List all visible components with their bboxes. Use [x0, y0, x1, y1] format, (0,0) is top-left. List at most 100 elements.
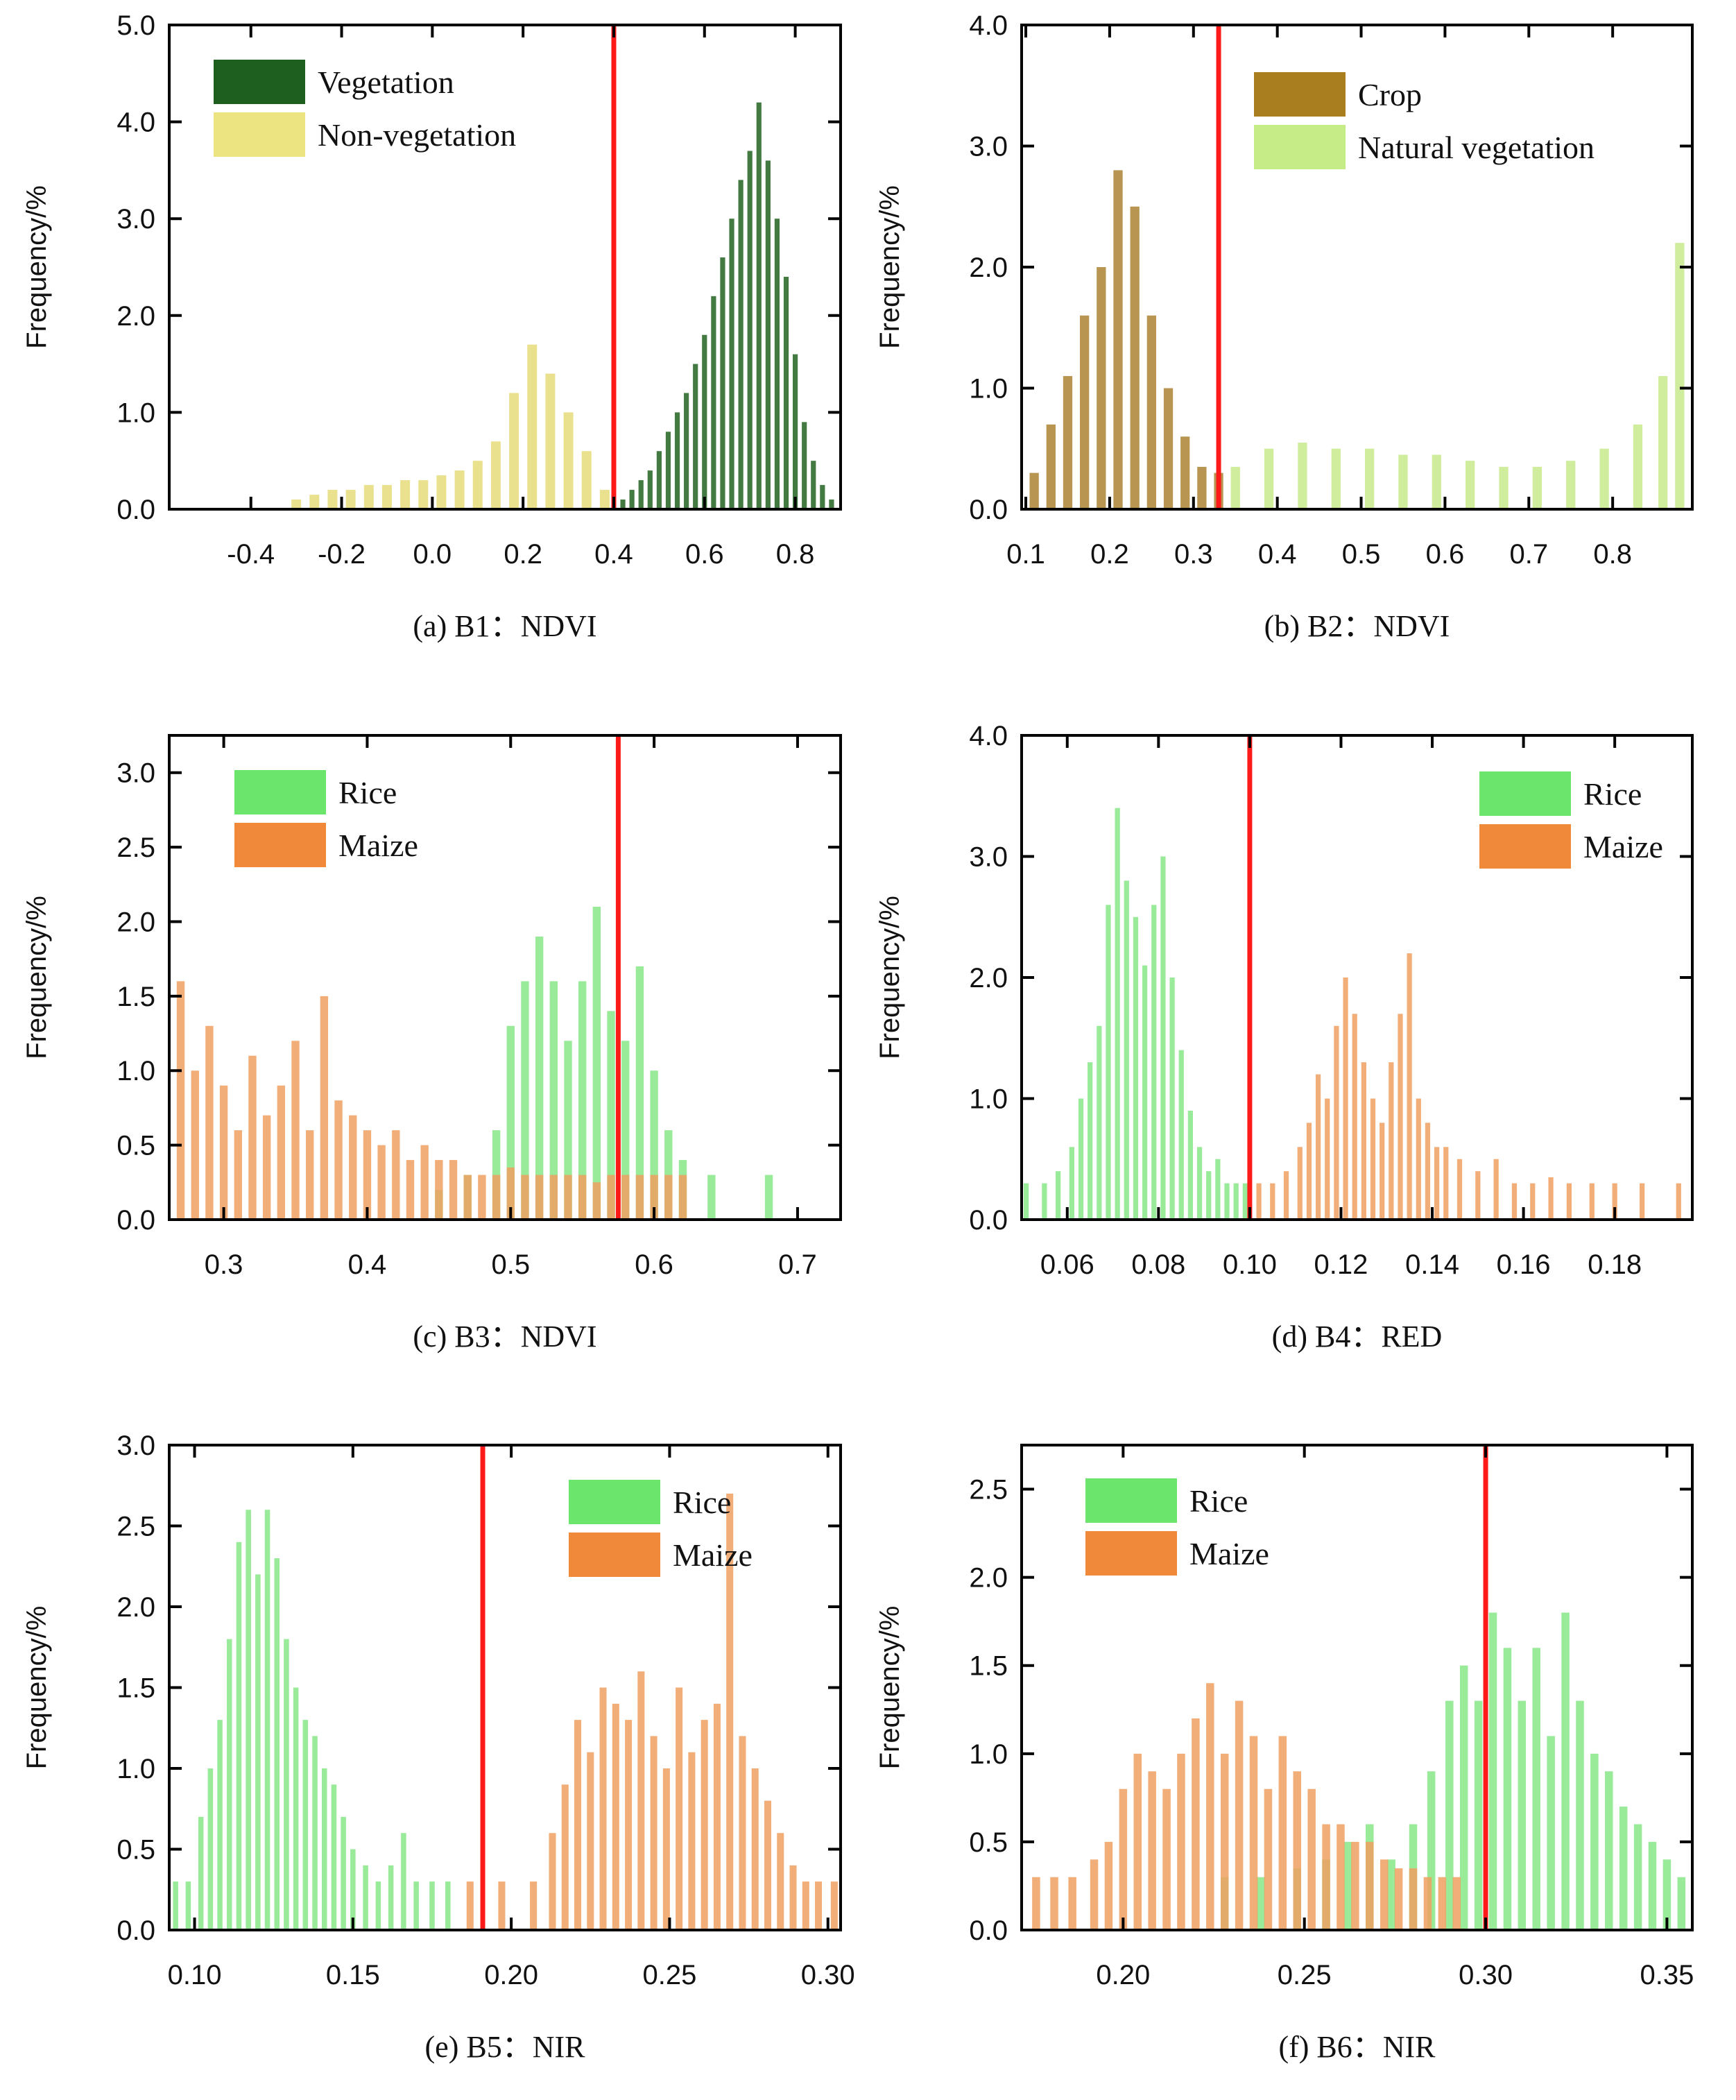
bar-c-2-25 [521, 1175, 529, 1220]
bar-b-2-10 [1532, 466, 1542, 509]
bar-b-1-3 [1063, 376, 1073, 509]
x-tick-label-d-6: 0.16 [1497, 1249, 1551, 1280]
x-tick-label-b-4: 0.4 [1258, 539, 1297, 570]
bar-a-1-12 [720, 257, 725, 509]
bar-f-2-1 [1032, 1877, 1040, 1930]
bar-a-2-18 [599, 490, 610, 509]
y-axis-title-a: Frequency/% [22, 185, 52, 349]
legend-label-e-2: Maize [673, 1537, 753, 1573]
bar-e-1-25 [429, 1881, 435, 1930]
bar-c-2-12 [334, 1100, 343, 1220]
bar-c-2-2 [191, 1070, 199, 1220]
bar-e-1-7 [236, 1542, 242, 1930]
bar-a-1-7 [674, 412, 680, 509]
y-tick-label-d-5: 4.0 [969, 721, 1008, 751]
y-tick-label-b-4: 3.0 [969, 132, 1008, 162]
legend-label-a-1: Vegetation [318, 65, 454, 100]
bar-a-2-12 [490, 441, 501, 509]
x-tick-label-a-7: 0.8 [776, 539, 815, 570]
bar-b-2-1 [1230, 466, 1240, 509]
bar-e-1-6 [226, 1639, 232, 1930]
bar-a-1-19 [783, 276, 789, 509]
bar-e-1-9 [255, 1574, 261, 1930]
bar-d-2-6 [1315, 1074, 1321, 1220]
x-tick-label-b-7: 0.7 [1509, 539, 1548, 570]
bar-e-2-2 [498, 1881, 506, 1930]
bar-f-2-24 [1380, 1859, 1389, 1930]
legend-swatch-d-1 [1479, 771, 1571, 816]
bar-a-2-8 [418, 480, 429, 509]
y-tick-label-a-2: 1.0 [117, 398, 155, 428]
bar-e-1-3 [198, 1816, 204, 1930]
y-axis-e: 0.0 0.5 1.0 1.5 2.0 2.5 3.0 [117, 1431, 841, 1946]
x-tick-label-e-5: 0.30 [801, 1960, 855, 1990]
bar-a-1-5 [656, 451, 662, 509]
bar-d-2-19 [1434, 1147, 1440, 1220]
bar-a-1-16 [756, 102, 762, 509]
bar-e-1-2 [185, 1881, 191, 1930]
y-axis-f: 0.0 0.5 1.0 1.5 2.0 2.5 [969, 1475, 1692, 1946]
y-axis-title-b: Frequency/% [875, 185, 905, 349]
y-tick-label-a-5: 4.0 [117, 108, 155, 138]
bar-b-2-14 [1658, 376, 1668, 509]
bar-e-1-1 [173, 1881, 178, 1930]
caption-f: (f) B6：NIR [1278, 2030, 1436, 2064]
panel-b: 0.1 0.2 0.3 0.4 0.5 0.6 0.7 0.8 0.0 1.0 2.0 3.0 4.0 F… [875, 10, 1694, 643]
legend-b: Crop Natural vegetation [1254, 72, 1595, 169]
y-axis-b: 0.0 1.0 2.0 3.0 4.0 [969, 10, 1692, 525]
bar-f-2-15 [1249, 1736, 1258, 1930]
y-tick-label-a-1: 0.0 [117, 495, 155, 525]
bar-c-2-10 [306, 1130, 314, 1220]
bar-f-2-4 [1090, 1859, 1099, 1930]
bar-d-2-9 [1343, 978, 1348, 1220]
bar-f-2-10 [1177, 1753, 1185, 1930]
bar-e-1-19 [350, 1849, 356, 1930]
bar-b-2-9 [1499, 466, 1509, 509]
y-tick-label-b-2: 1.0 [969, 374, 1008, 404]
y-tick-label-b-1: 0.0 [969, 495, 1008, 525]
bar-f-2-26 [1409, 1868, 1418, 1930]
bar-e-2-4 [549, 1833, 556, 1930]
bar-d-2-10 [1352, 1014, 1357, 1220]
y-tick-label-c-1: 0.0 [117, 1205, 155, 1236]
y-axis-title-e: Frequency/% [22, 1606, 52, 1770]
bar-b-2-8 [1466, 461, 1475, 509]
bar-c-2-32 [621, 1175, 630, 1220]
bar-d-2-26 [1548, 1177, 1554, 1220]
bar-c-2-35 [664, 1175, 673, 1220]
legend-c: Rice Maize [234, 770, 418, 867]
bar-a-1-13 [729, 219, 734, 509]
bar-d-2-11 [1361, 1062, 1366, 1220]
bar-d-1-9 [1115, 808, 1120, 1220]
bar-c-2-20 [449, 1160, 458, 1220]
bar-f-2-19 [1307, 1789, 1316, 1930]
bar-d-2-16 [1407, 953, 1412, 1220]
bars-c [176, 906, 773, 1220]
bar-f-2-25 [1394, 1868, 1403, 1930]
x-tick-label-f-1: 0.20 [1096, 1960, 1150, 1990]
bar-e-2-6 [574, 1720, 582, 1930]
bar-d-1-13 [1151, 905, 1157, 1220]
x-tick-label-d-3: 0.10 [1223, 1249, 1277, 1280]
bar-f-1-11 [1459, 1665, 1468, 1930]
bar-c-1-10 [592, 906, 601, 1220]
bar-c-2-6 [248, 1055, 257, 1220]
bar-d-2-24 [1511, 1183, 1518, 1220]
legend-label-b-2: Natural vegetation [1358, 130, 1595, 165]
y-axis-title-f: Frequency/% [875, 1606, 905, 1770]
bar-e-2-13 [662, 1768, 670, 1930]
bar-e-2-18 [726, 1493, 734, 1930]
bar-e-2-21 [764, 1800, 772, 1930]
bar-d-2-1 [1256, 1183, 1262, 1220]
bar-c-1-14 [650, 1070, 658, 1220]
bar-f-1-7 [1387, 1859, 1395, 1930]
bar-d-2-18 [1425, 1122, 1431, 1220]
bar-e-1-13 [293, 1687, 299, 1930]
bars-a [291, 102, 834, 510]
bar-d-2-12 [1370, 1098, 1376, 1220]
bar-e-2-16 [701, 1720, 708, 1930]
bar-a-1-20 [792, 354, 798, 509]
bars-e [173, 1493, 838, 1930]
legend-label-e-1: Rice [673, 1485, 731, 1520]
